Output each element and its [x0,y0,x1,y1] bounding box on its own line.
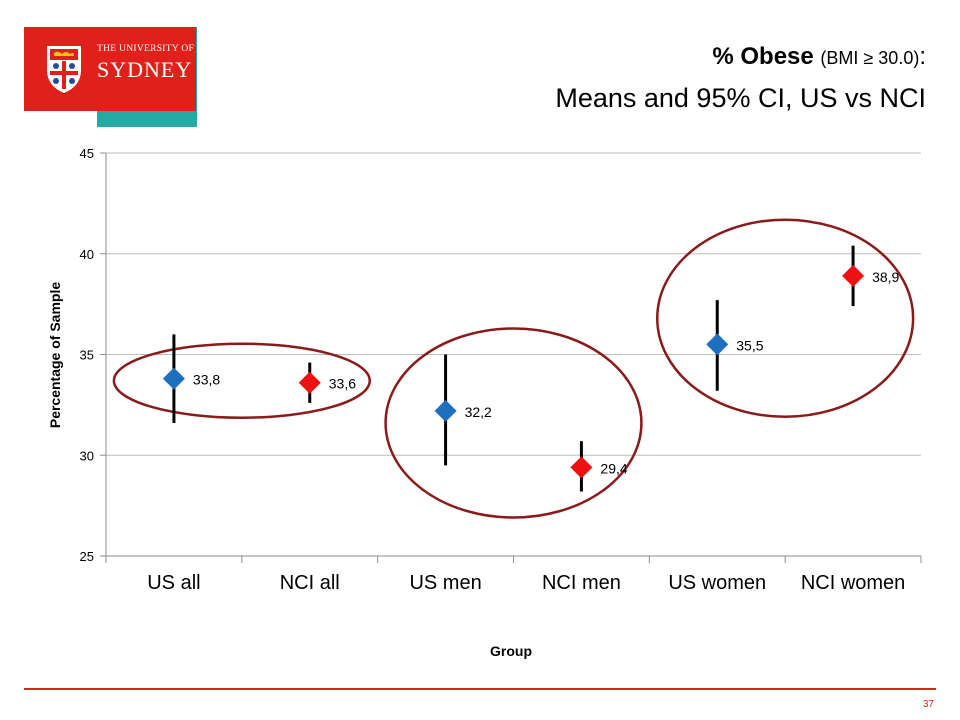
data-label: 33,6 [329,376,356,392]
mean-marker [706,333,729,356]
data-layer: 33,8 33,6 32,2 29,4 35,5 38,9 [162,245,900,492]
title-colon: : [919,43,926,70]
data-label: 33,8 [193,372,220,388]
y-tick-label: 25 [80,549,94,564]
x-tick-label: NCI all [280,572,340,594]
title-bold: % Obese [712,43,814,70]
x-tick-label: US all [147,572,200,594]
x-tick-label: US men [409,572,481,594]
y-tick-label: 35 [80,348,94,363]
highlight-ellipse [656,218,915,419]
university-crest-icon [47,46,81,93]
page-number: 37 [922,699,934,710]
page-subtitle: Means and 95% CI, US vs NCI [555,83,926,113]
y-tick-label: 45 [80,146,94,161]
data-label: 38,9 [872,269,899,285]
mean-marker [842,264,865,287]
grid-layer [106,152,921,557]
logo-line2: SYDNEY [97,57,193,82]
university-logo: THE UNIVERSITY OF SYDNEY [24,27,196,111]
data-label: 29,4 [600,460,627,476]
axis-layer: 25 30 35 40 45 US all NCI all US men NCI men US w… [80,146,922,594]
x-tick-label: NCI women [801,572,905,594]
mean-marker [298,371,321,394]
footer-line [24,688,936,690]
mean-marker [162,367,185,390]
mean-marker [570,456,593,479]
x-tick-label: NCI men [542,572,621,594]
y-axis-title: Percentage of Sample [47,282,63,428]
y-tick-label: 40 [80,247,94,262]
title-panel: % Obese (BMI ≥ 30.0): Means and 95% CI, … [197,27,938,127]
title-small: (BMI ≥ 30.0) [820,48,920,68]
y-tick-label: 30 [80,448,94,463]
highlight-ellipse [112,342,371,419]
logo-line1: THE UNIVERSITY OF [97,44,195,54]
highlight-ellipse [384,327,643,519]
x-tick-label: US women [668,572,766,594]
ellipse-layer [112,218,915,519]
mean-marker [434,399,457,422]
x-axis-title: Group [490,643,532,659]
data-label: 32,2 [465,404,492,420]
data-label: 35,5 [736,337,763,353]
page-title: % Obese (BMI ≥ 30.0): [712,43,926,71]
